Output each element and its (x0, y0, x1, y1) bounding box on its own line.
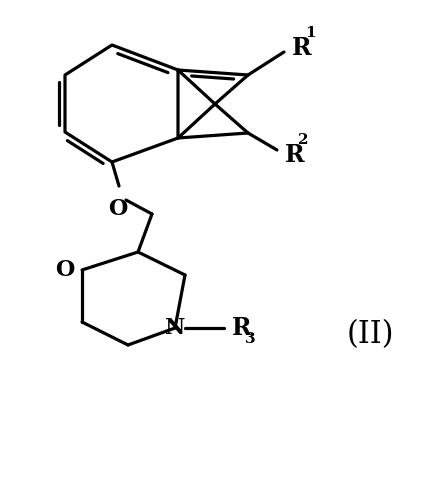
Text: 1: 1 (305, 26, 316, 40)
Text: R: R (285, 143, 305, 167)
Text: N: N (165, 317, 185, 339)
Text: O: O (108, 198, 128, 220)
Text: 2: 2 (298, 133, 308, 147)
Text: (II): (II) (346, 320, 394, 350)
Text: R: R (292, 36, 311, 60)
Text: R: R (232, 316, 251, 340)
Text: 3: 3 (245, 332, 256, 346)
Text: O: O (54, 259, 74, 281)
